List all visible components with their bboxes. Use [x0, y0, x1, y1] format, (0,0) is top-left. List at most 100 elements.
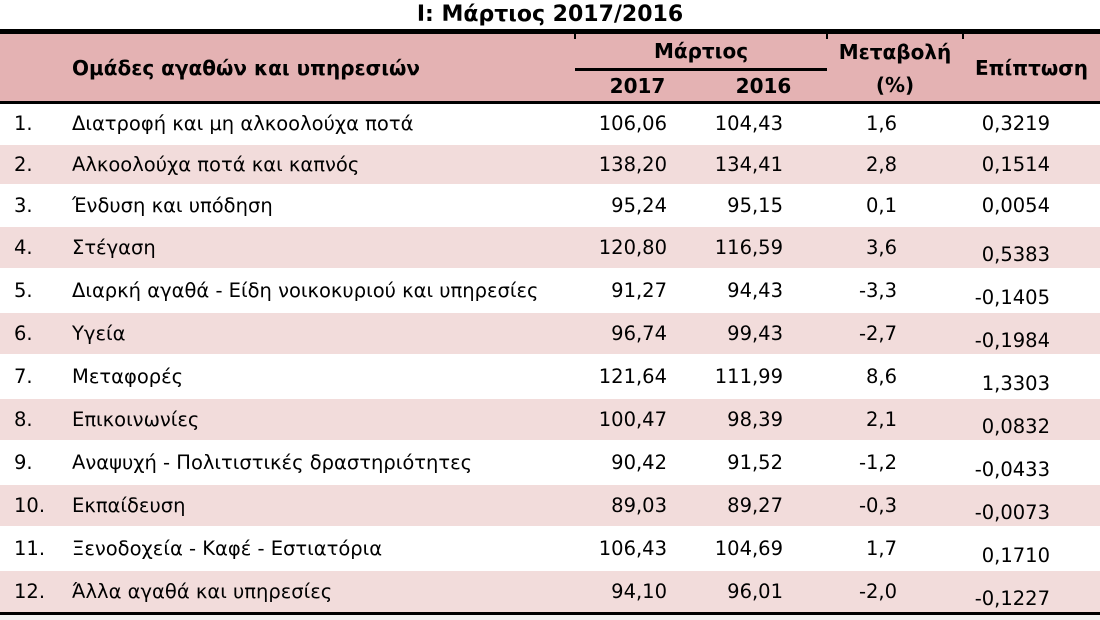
header-column-tick — [962, 34, 964, 39]
table-row: 3. Ένδυση και υπόδηση 95,24 95,15 0,1 0,… — [0, 185, 1100, 226]
header-column-tick — [574, 34, 576, 39]
value-2016-cell: 95,15 — [700, 185, 827, 226]
row-number-cell: 1. — [0, 102, 70, 144]
category-cell: Υγεία — [70, 311, 575, 356]
impact-cell: 0,0832 — [963, 397, 1100, 442]
value-2017-cell: 106,06 — [575, 102, 700, 144]
col-header-change: Μεταβολή — [827, 31, 963, 70]
category-cell: Ξενοδοχεία - Καφέ - Εστιατόρια — [70, 527, 575, 570]
value-2016-cell: 99,43 — [700, 311, 827, 356]
cpi-table: Ομάδες αγαθών και υπηρεσιών Μάρτιος Μετα… — [0, 29, 1100, 620]
col-header-groups: Ομάδες αγαθών και υπηρεσιών — [0, 31, 575, 103]
category-cell: Διατροφή και μη αλκοολούχα ποτά — [70, 102, 575, 144]
value-2016-cell: 104,69 — [700, 527, 827, 570]
row-number-cell: 8. — [0, 397, 70, 442]
change-cell: 0,1 — [827, 185, 963, 226]
row-number-cell: 11. — [0, 527, 70, 570]
value-2017-cell: 121,64 — [575, 355, 700, 398]
footer-label: Γενικός Δείκτης — [70, 613, 575, 620]
footer-change: 1,7 — [827, 613, 963, 620]
category-cell: Στέγαση — [70, 225, 575, 270]
row-number-cell: 12. — [0, 569, 70, 615]
impact-cell: -0,0433 — [963, 441, 1100, 484]
footer-value-2017: 106,33 — [575, 613, 700, 620]
change-cell: 2,1 — [827, 397, 963, 442]
category-cell: Ένδυση και υπόδηση — [70, 185, 575, 226]
impact-cell: -0,1227 — [963, 569, 1100, 615]
page-title: Ι: Μάρτιος 2017/2016 — [416, 2, 684, 27]
footer-value-2016: 104,51 — [700, 613, 827, 620]
row-number-cell: 7. — [0, 355, 70, 398]
table-body: 1. Διατροφή και μη αλκοολούχα ποτά 106,0… — [0, 102, 1100, 615]
value-2017-cell: 100,47 — [575, 397, 700, 442]
row-number-cell: 2. — [0, 143, 70, 186]
category-cell: Επικοινωνίες — [70, 397, 575, 442]
table-row: 2. Αλκοολούχα ποτά και καπνός 138,20 134… — [0, 143, 1100, 186]
change-cell: -3,3 — [827, 269, 963, 312]
impact-cell: 0,1514 — [963, 143, 1100, 186]
table-row: 5. Διαρκή αγαθά - Είδη νοικοκυριού και υ… — [0, 269, 1100, 312]
col-header-month-group: Μάρτιος — [575, 31, 827, 71]
category-cell: Αναψυχή - Πολιτιστικές δραστηριότητες — [70, 441, 575, 484]
value-2017-cell: 94,10 — [575, 569, 700, 615]
row-number-cell: 3. — [0, 185, 70, 226]
footer-impact — [963, 613, 1100, 620]
footer-row: Γενικός Δείκτης 106,33 104,51 1,7 — [0, 613, 1100, 620]
category-cell: Εκπαίδευση — [70, 483, 575, 528]
table-header: Ομάδες αγαθών και υπηρεσιών Μάρτιος Μετα… — [0, 31, 1100, 103]
impact-cell: -0,0073 — [963, 483, 1100, 528]
impact-cell: -0,1984 — [963, 311, 1100, 356]
table-footer: Γενικός Δείκτης 106,33 104,51 1,7 — [0, 613, 1100, 620]
col-header-2016: 2016 — [700, 69, 827, 103]
table-row: 12. Άλλα αγαθά και υπηρεσίες 94,10 96,01… — [0, 569, 1100, 615]
impact-cell: 1,3303 — [963, 355, 1100, 398]
change-cell: -1,2 — [827, 441, 963, 484]
value-2016-cell: 98,39 — [700, 397, 827, 442]
row-number-cell: 5. — [0, 269, 70, 312]
table-row: 10. Εκπαίδευση 89,03 89,27 -0,3 -0,0073 — [0, 483, 1100, 528]
header-row-top: Ομάδες αγαθών και υπηρεσιών Μάρτιος Μετα… — [0, 31, 1100, 103]
change-cell: -0,3 — [827, 483, 963, 528]
row-number-cell: 10. — [0, 483, 70, 528]
change-cell: -2,7 — [827, 311, 963, 356]
value-2016-cell: 111,99 — [700, 355, 827, 398]
row-number-cell: 6. — [0, 311, 70, 356]
table-row: 9. Αναψυχή - Πολιτιστικές δραστηριότητες… — [0, 441, 1100, 484]
impact-cell: 0,5383 — [963, 225, 1100, 270]
footer-number-cell — [0, 613, 70, 620]
value-2016-cell: 91,52 — [700, 441, 827, 484]
col-header-impact: Επίπτωση — [963, 31, 1100, 103]
category-cell: Μεταφορές — [70, 355, 575, 398]
change-cell: 3,6 — [827, 225, 963, 270]
category-cell: Διαρκή αγαθά - Είδη νοικοκυριού και υπηρ… — [70, 269, 575, 312]
change-cell: -2,0 — [827, 569, 963, 615]
col-header-2017: 2017 — [575, 69, 700, 103]
header-column-tick — [826, 34, 828, 39]
change-cell: 1,7 — [827, 527, 963, 570]
change-cell: 2,8 — [827, 143, 963, 186]
value-2017-cell: 120,80 — [575, 225, 700, 270]
header-row-bottom: 2017 2016 (%) — [0, 69, 1100, 103]
impact-cell: 0,1710 — [963, 527, 1100, 570]
table-row: 4. Στέγαση 120,80 116,59 3,6 0,5383 — [0, 225, 1100, 270]
category-cell: Άλλα αγαθά και υπηρεσίες — [70, 569, 575, 615]
table-row: 8. Επικοινωνίες 100,47 98,39 2,1 0,0832 — [0, 397, 1100, 442]
category-cell: Αλκοολούχα ποτά και καπνός — [70, 143, 575, 186]
change-cell: 8,6 — [827, 355, 963, 398]
value-2016-cell: 104,43 — [700, 102, 827, 144]
value-2016-cell: 89,27 — [700, 483, 827, 528]
value-2016-cell: 134,41 — [700, 143, 827, 186]
impact-cell: 0,3219 — [963, 102, 1100, 144]
value-2017-cell: 91,27 — [575, 269, 700, 312]
value-2016-cell: 96,01 — [700, 569, 827, 615]
impact-cell: -0,1405 — [963, 269, 1100, 312]
table-row: 11. Ξενοδοχεία - Καφέ - Εστιατόρια 106,4… — [0, 527, 1100, 570]
value-2016-cell: 116,59 — [700, 225, 827, 270]
table-row: 1. Διατροφή και μη αλκοολούχα ποτά 106,0… — [0, 102, 1100, 144]
change-cell: 1,6 — [827, 102, 963, 144]
row-number-cell: 9. — [0, 441, 70, 484]
col-header-change-unit: (%) — [827, 69, 963, 103]
value-2017-cell: 95,24 — [575, 185, 700, 226]
value-2017-cell: 138,20 — [575, 143, 700, 186]
